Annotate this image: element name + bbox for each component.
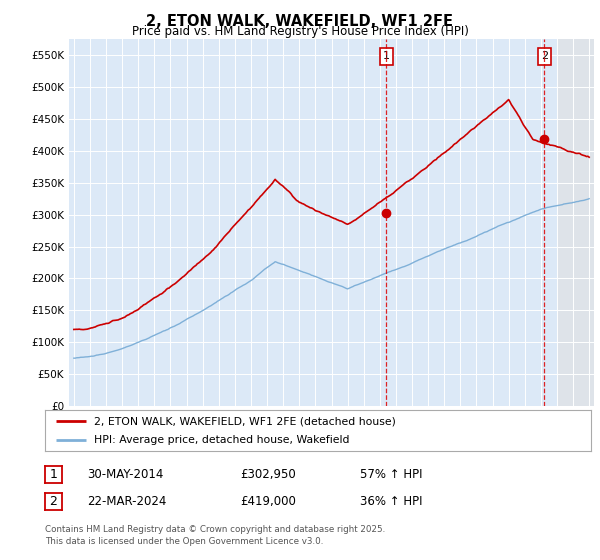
Text: Contains HM Land Registry data © Crown copyright and database right 2025.
This d: Contains HM Land Registry data © Crown c… [45, 525, 385, 546]
Text: 2: 2 [541, 52, 548, 62]
Text: 57% ↑ HPI: 57% ↑ HPI [360, 468, 422, 482]
Text: 1: 1 [49, 468, 58, 482]
Text: 36% ↑ HPI: 36% ↑ HPI [360, 494, 422, 508]
Text: 22-MAR-2024: 22-MAR-2024 [87, 494, 166, 508]
Text: 1: 1 [383, 52, 390, 62]
Text: Price paid vs. HM Land Registry's House Price Index (HPI): Price paid vs. HM Land Registry's House … [131, 25, 469, 38]
Bar [557, 39, 597, 406]
Text: 2: 2 [49, 494, 58, 508]
Text: £302,950: £302,950 [240, 468, 296, 482]
Text: 2, ETON WALK, WAKEFIELD, WF1 2FE: 2, ETON WALK, WAKEFIELD, WF1 2FE [146, 14, 454, 29]
Text: HPI: Average price, detached house, Wakefield: HPI: Average price, detached house, Wake… [94, 435, 350, 445]
Text: 2, ETON WALK, WAKEFIELD, WF1 2FE (detached house): 2, ETON WALK, WAKEFIELD, WF1 2FE (detach… [94, 417, 396, 426]
Text: 30-MAY-2014: 30-MAY-2014 [87, 468, 163, 482]
Text: £419,000: £419,000 [240, 494, 296, 508]
